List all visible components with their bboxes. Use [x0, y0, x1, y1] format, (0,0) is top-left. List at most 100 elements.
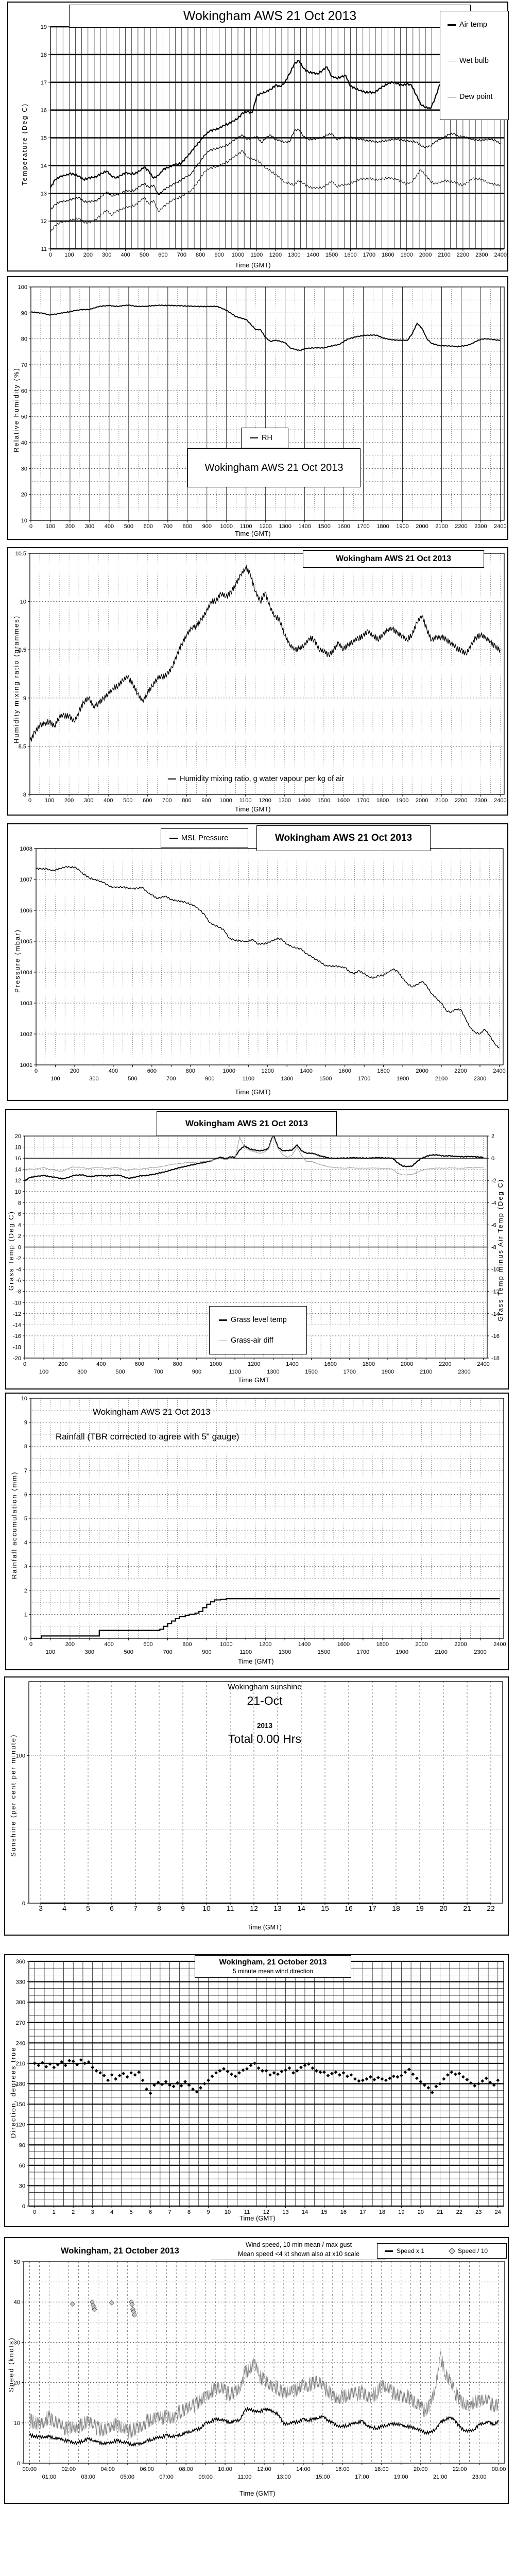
svg-text:2: 2 [18, 1233, 21, 1240]
svg-text:11: 11 [41, 246, 47, 252]
svg-text:90: 90 [19, 2142, 25, 2148]
svg-text:100: 100 [64, 252, 74, 258]
temperature-y-title: Temperature (Deg C) [21, 103, 28, 185]
svg-text:1400: 1400 [286, 1361, 298, 1367]
svg-text:12: 12 [41, 218, 47, 225]
svg-text:07:00: 07:00 [159, 2474, 174, 2480]
svg-text:50: 50 [21, 414, 27, 420]
svg-text:4: 4 [62, 1904, 66, 1912]
svg-text:18: 18 [379, 2209, 385, 2215]
svg-text:800: 800 [183, 523, 192, 530]
svg-text:1800: 1800 [363, 1361, 375, 1367]
temperature-x-title: Time (GMT) [235, 261, 271, 269]
svg-text:-20: -20 [13, 1355, 21, 1362]
svg-text:21: 21 [437, 2209, 443, 2215]
svg-text:1800: 1800 [376, 523, 389, 530]
temperature-title: Wokingham AWS 21 Oct 2013 [183, 9, 357, 23]
svg-text:300: 300 [84, 798, 93, 804]
svg-text:700: 700 [163, 523, 173, 530]
svg-text:100: 100 [39, 1369, 48, 1375]
svg-text:600: 600 [158, 252, 167, 258]
svg-text:1008: 1008 [20, 846, 32, 852]
svg-text:1400: 1400 [300, 1068, 312, 1074]
sunshine-x-title: Time (GMT) [247, 1924, 282, 1931]
svg-text:300: 300 [85, 523, 94, 530]
humidity-title: Wokingham AWS 21 Oct 2013 [204, 462, 344, 473]
svg-text:100: 100 [16, 1753, 25, 1759]
svg-text:400: 400 [121, 252, 130, 258]
svg-text:3: 3 [91, 2209, 94, 2215]
grass-temp-title: Wokingham AWS 21 Oct 2013 [185, 1118, 308, 1128]
svg-text:1000: 1000 [223, 1068, 235, 1074]
svg-text:15: 15 [41, 135, 47, 142]
svg-text:400: 400 [105, 523, 114, 530]
svg-text:200: 200 [65, 523, 75, 530]
svg-text:1500: 1500 [318, 798, 330, 804]
svg-text:1800: 1800 [377, 1068, 389, 1074]
svg-text:0: 0 [18, 1245, 21, 1251]
svg-text:360: 360 [16, 1959, 25, 1965]
svg-text:1700: 1700 [357, 798, 369, 804]
svg-text:1500: 1500 [319, 1076, 332, 1082]
svg-text:-6: -6 [16, 1278, 21, 1284]
panel-mixing-ratio: 0 100 200 300 400 500 600 700 800 900 1000 1100 1200… [7, 547, 508, 816]
panel-wind-direction: 0 1 2 3 4 5 6 7 8 9 10 11 12 13 14 15 16 17 18 19 20 21 22 23 24… [4, 1954, 509, 2227]
svg-text:100: 100 [46, 523, 55, 530]
svg-text:-14: -14 [13, 1322, 21, 1328]
svg-text:330: 330 [16, 1979, 25, 1986]
svg-text:600: 600 [147, 1068, 157, 1074]
svg-text:1700: 1700 [344, 1369, 356, 1375]
svg-text:120: 120 [16, 2122, 25, 2128]
svg-text:500: 500 [115, 1369, 125, 1375]
grass-temp-y2-title: Grass Temp minus Air Temp (Deg C) [496, 1178, 504, 1321]
diamond-marker-icon [449, 2247, 455, 2255]
svg-text:400: 400 [109, 1068, 118, 1074]
svg-text:18: 18 [15, 1145, 21, 1151]
svg-text:9: 9 [23, 696, 26, 702]
svg-text:1200: 1200 [248, 1361, 260, 1367]
svg-text:1200: 1200 [259, 523, 271, 530]
wind-direction-title: Wokingham, 21 October 2013 [219, 1958, 327, 1967]
svg-text:2000: 2000 [415, 1641, 427, 1648]
svg-text:19: 19 [416, 1904, 424, 1912]
legend-item-speed-10: Speed / 10 [449, 2247, 488, 2255]
svg-text:6: 6 [149, 2209, 152, 2215]
svg-text:15:00: 15:00 [316, 2474, 330, 2480]
svg-text:40: 40 [21, 440, 27, 446]
svg-text:2000: 2000 [416, 523, 428, 530]
svg-text:900: 900 [205, 1076, 214, 1082]
svg-text:1000: 1000 [220, 1641, 232, 1648]
temperature-title-box: Wokingham AWS 21 Oct 2013 [69, 5, 471, 28]
svg-text:1004: 1004 [20, 970, 32, 976]
svg-text:0: 0 [28, 798, 31, 804]
svg-text:400: 400 [104, 798, 113, 804]
grass-temp-x-title: Time GMT [238, 1376, 269, 1384]
svg-text:-2: -2 [16, 1256, 21, 1262]
svg-text:1000: 1000 [220, 523, 233, 530]
svg-text:1300: 1300 [288, 252, 300, 258]
svg-text:1100: 1100 [251, 252, 263, 258]
svg-text:0: 0 [29, 1641, 32, 1648]
svg-text:1700: 1700 [363, 252, 375, 258]
svg-text:1900: 1900 [397, 1076, 409, 1082]
svg-text:200: 200 [65, 1641, 75, 1648]
svg-text:80: 80 [21, 336, 27, 343]
legend-item-msl-pressure: MSL Pressure [169, 834, 228, 842]
svg-text:6: 6 [110, 1904, 114, 1912]
svg-text:3: 3 [24, 1564, 27, 1570]
svg-text:0: 0 [35, 1068, 38, 1074]
svg-text:9: 9 [181, 1904, 185, 1912]
legend-item-air-temp: Air temp [448, 21, 487, 29]
svg-text:9: 9 [207, 2209, 210, 2215]
svg-text:20: 20 [439, 1904, 448, 1912]
svg-text:19:00: 19:00 [394, 2474, 408, 2480]
mixing-ratio-title-box: Wokingham AWS 21 Oct 2013 [303, 550, 484, 568]
panel-grass-temp: 0 100 200 300 400 500 600 700 800 900 1000 1100 1200… [5, 1109, 509, 1389]
svg-text:11: 11 [244, 2209, 250, 2215]
svg-text:16: 16 [340, 2209, 347, 2215]
svg-text:-4: -4 [16, 1267, 21, 1273]
svg-text:300: 300 [77, 1369, 87, 1375]
humidity-title-box: Wokingham AWS 21 Oct 2013 [187, 448, 360, 487]
svg-text:1500: 1500 [305, 1369, 317, 1375]
